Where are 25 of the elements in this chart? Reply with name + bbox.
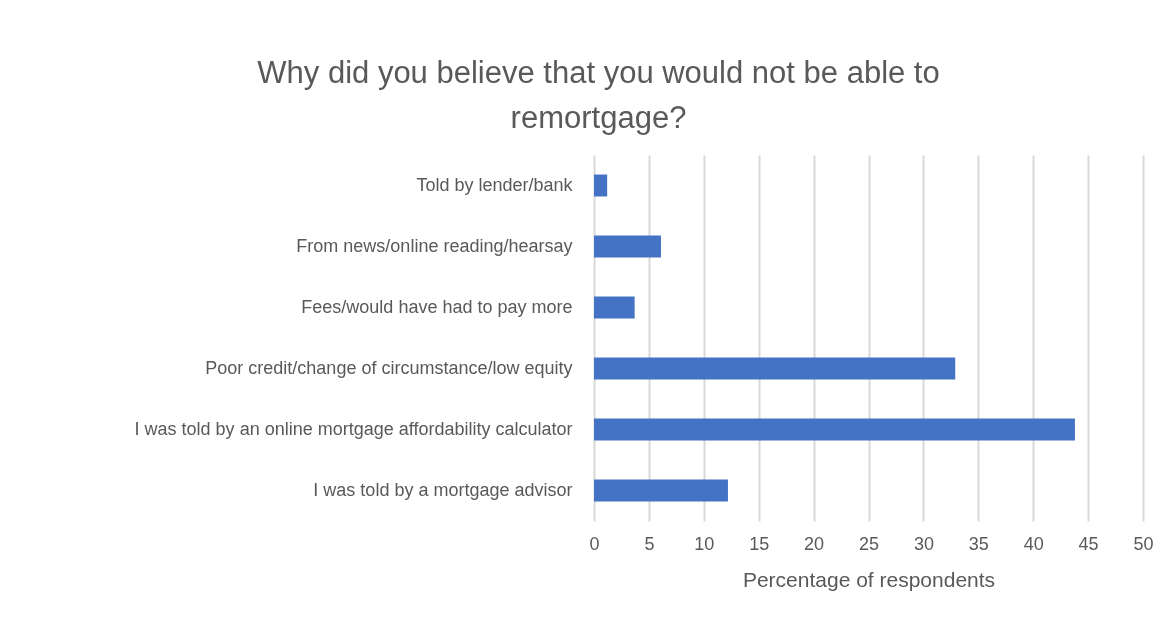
x-tick-label: 35	[968, 533, 989, 554]
bar	[594, 418, 1075, 441]
y-tick-label: I was told by an online mortgage affordability calculator	[134, 418, 573, 439]
y-tick-label: From news/online reading/hearsay	[296, 235, 573, 256]
x-tick-label: 50	[1133, 533, 1154, 554]
x-tick-label: 0	[589, 533, 600, 554]
y-tick-label: Fees/would have had to pay more	[301, 296, 573, 317]
x-tick-label: 30	[913, 533, 934, 554]
x-tick-label: 15	[749, 533, 770, 554]
x-axis-title: Percentage of respondents	[742, 567, 996, 591]
bar	[594, 479, 728, 502]
y-tick-label: I was told by a mortgage advisor	[313, 479, 573, 500]
y-tick-label: Told by lender/bank	[416, 174, 574, 195]
y-tick-label: Poor credit/change of circumstance/low equity	[205, 357, 573, 378]
x-tick-label: 25	[858, 533, 880, 554]
bar	[594, 296, 635, 319]
x-tick-label: 10	[694, 533, 715, 554]
x-tick-label: 20	[804, 533, 825, 554]
x-tick-label: 5	[644, 533, 655, 554]
x-tick-label: 45	[1078, 533, 1099, 554]
chart-title: Why did you believe that you would not be able to remortgage?	[257, 55, 940, 135]
bar	[594, 174, 608, 197]
x-tick-label: 40	[1023, 533, 1044, 554]
bar	[594, 357, 956, 380]
bar	[594, 235, 661, 258]
